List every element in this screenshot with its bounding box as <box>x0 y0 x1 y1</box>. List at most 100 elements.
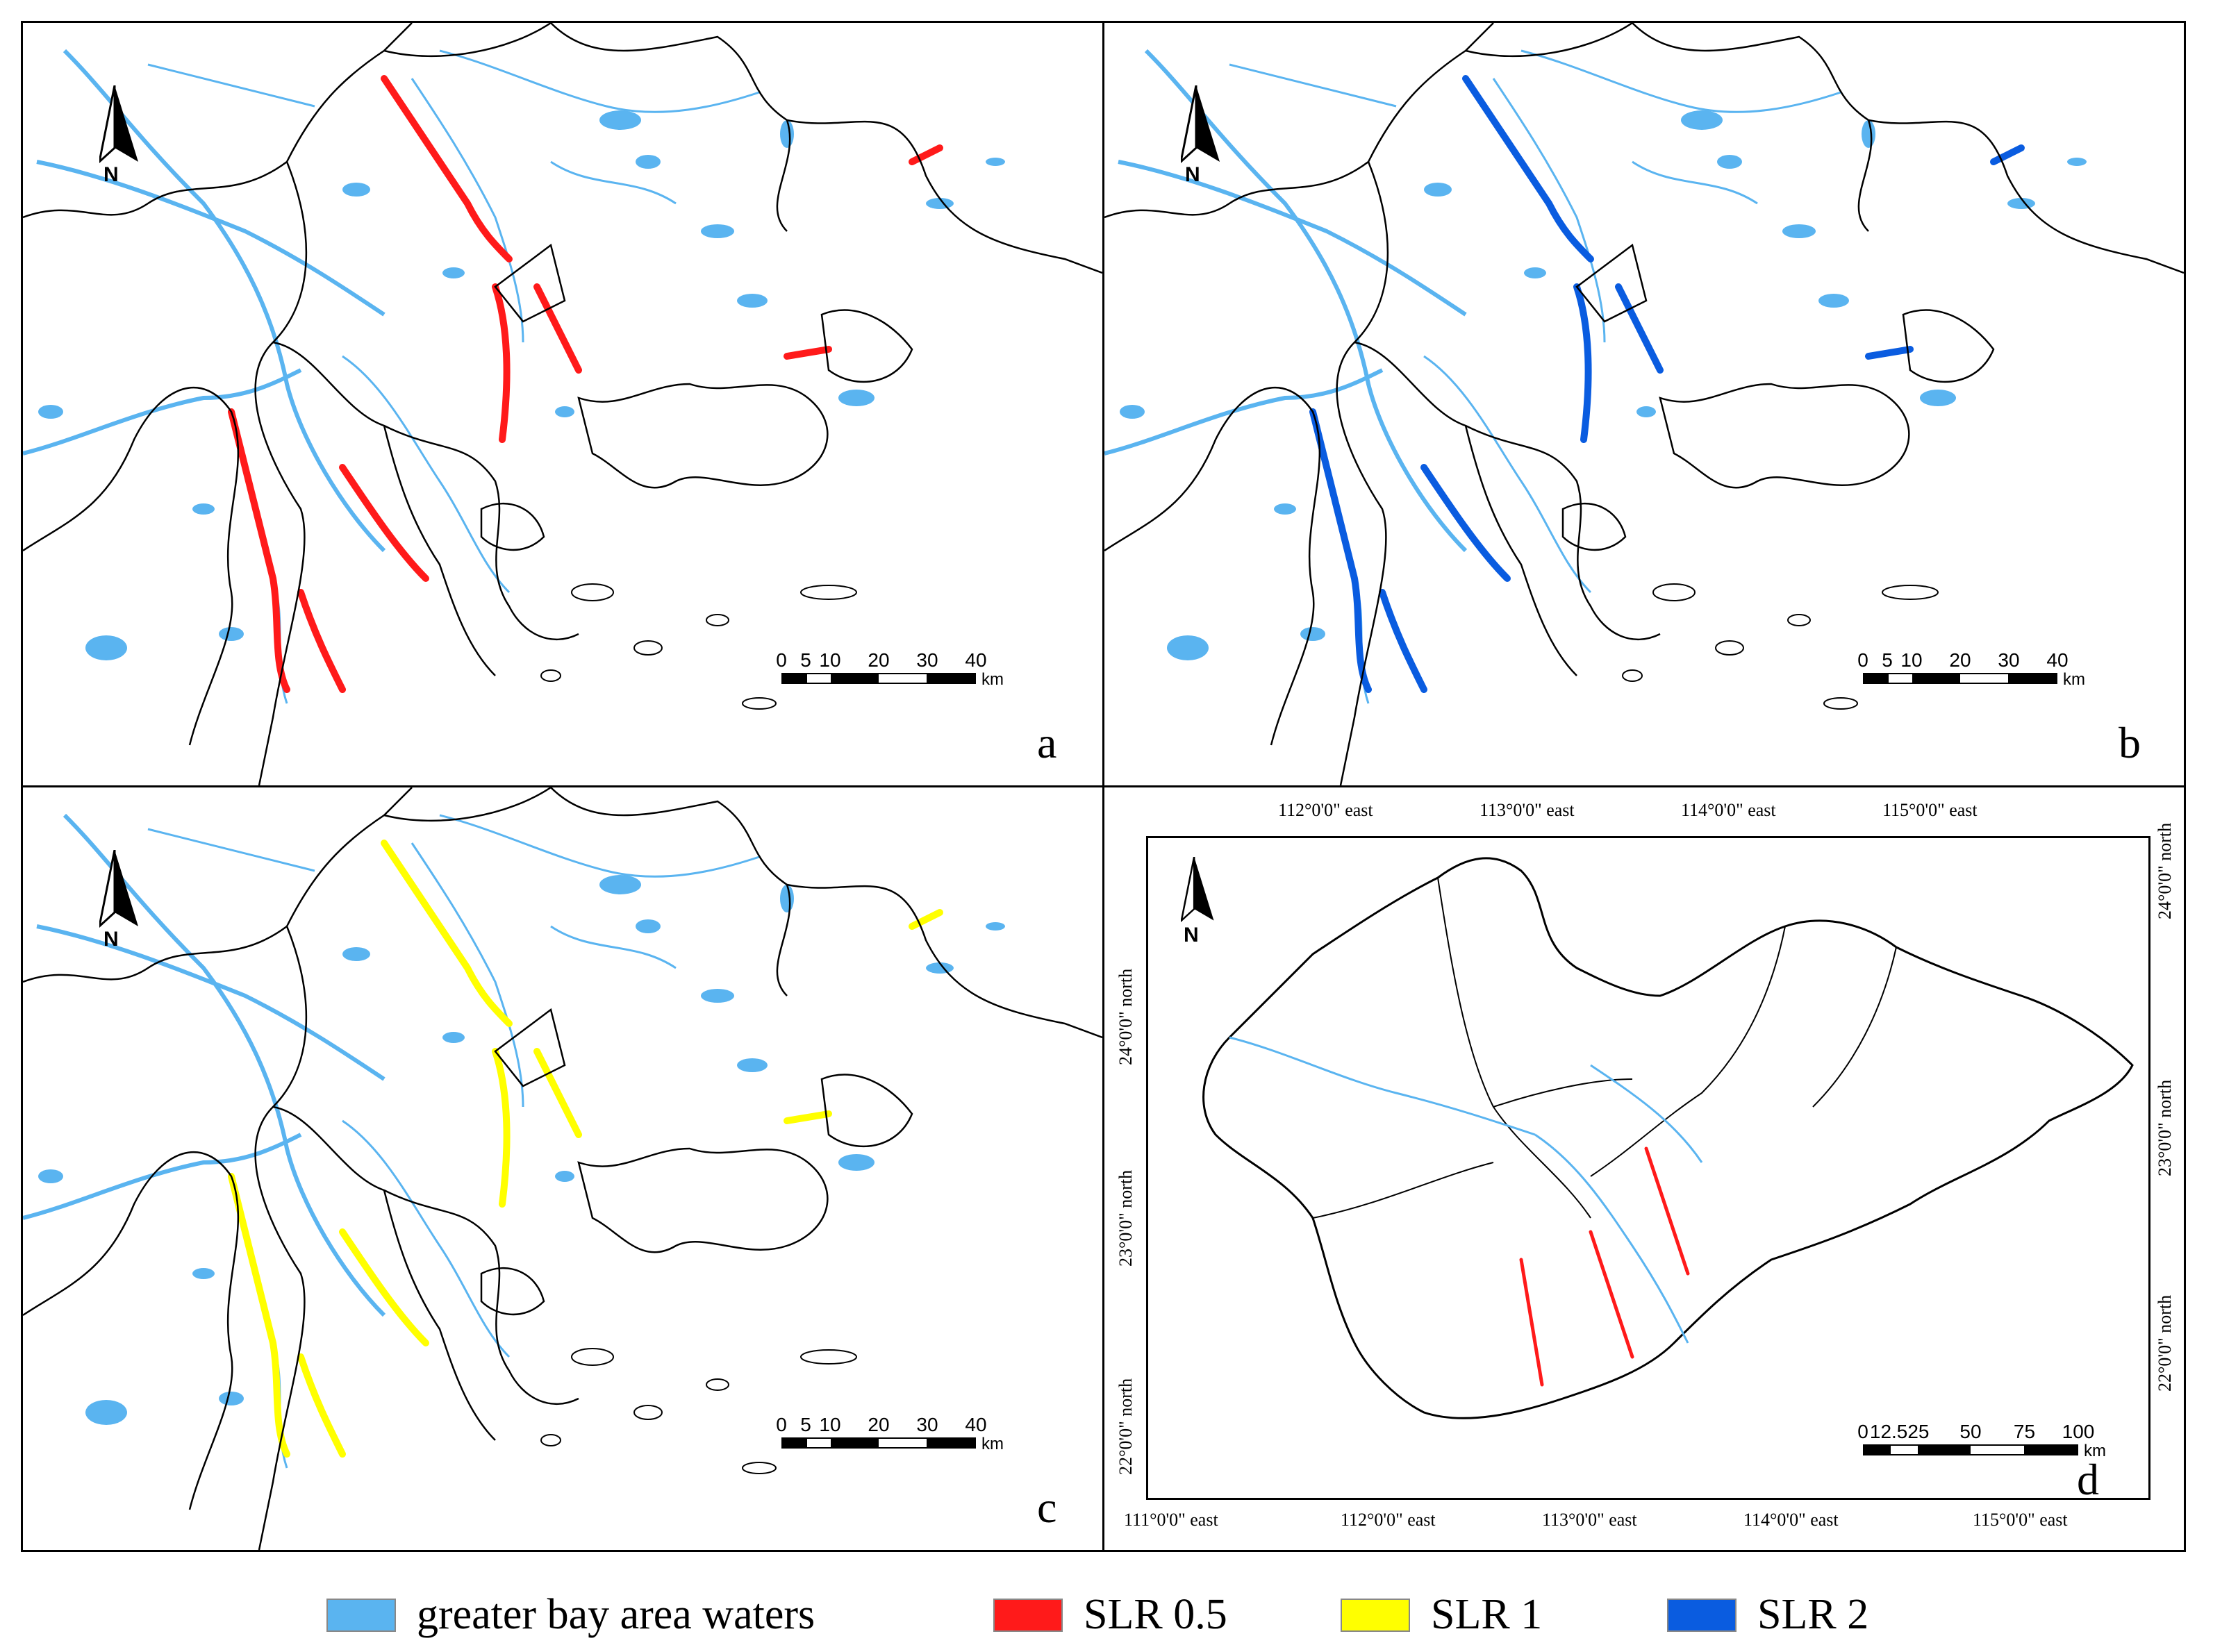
scale-tick: 30 <box>916 1414 938 1435</box>
water-body <box>342 947 370 961</box>
north-arrow-icon <box>1179 85 1220 165</box>
admin-boundary <box>254 926 308 1550</box>
island <box>800 1349 857 1365</box>
water-body <box>1862 120 1875 148</box>
scale-tick: 10 <box>819 1414 841 1435</box>
scale-bar-c: 0 5 10 20 30 40 km <box>776 1414 1004 1453</box>
water-body <box>555 406 574 417</box>
river <box>147 63 315 108</box>
river <box>1492 78 1606 343</box>
scale-tick: 40 <box>965 1414 987 1435</box>
north-arrow-icon <box>1179 856 1214 924</box>
admin-boundary <box>1561 502 1627 551</box>
map-canvas-a <box>23 23 1102 785</box>
admin-boundary <box>23 1151 240 1510</box>
scale-tick: 10 <box>1900 649 1923 671</box>
water-body <box>1636 406 1656 417</box>
river <box>1229 1036 1536 1136</box>
legend-label: SLR 2 <box>1757 1591 1869 1638</box>
slr-overlay <box>1589 1230 1634 1359</box>
admin-boundary <box>1812 946 1897 1108</box>
slr-overlay <box>1309 408 1372 693</box>
river <box>1590 1064 1703 1163</box>
admin-boundary <box>1312 1162 1494 1219</box>
water-body <box>636 155 661 169</box>
slr-overlay <box>381 840 513 1027</box>
water-body <box>780 885 794 912</box>
north-label: N <box>1184 924 1199 946</box>
admin-boundary <box>23 386 240 746</box>
water-body <box>986 158 1005 166</box>
north-arrow-c: N <box>97 849 148 951</box>
coord-right-label: 22°0'0" north <box>2155 1294 2175 1392</box>
admin-boundary <box>820 1074 913 1148</box>
gba-outline <box>1202 857 2134 1419</box>
scale-bar-graphic <box>781 1437 976 1449</box>
water-body <box>192 503 215 515</box>
coord-bottom-label: 111°0'0" east <box>1124 1510 1218 1530</box>
water-body <box>780 120 794 148</box>
river <box>342 355 511 594</box>
admin-boundary <box>1104 23 1494 219</box>
island <box>742 1462 777 1474</box>
north-arrow-b: N <box>1179 85 1229 186</box>
slr-overlay <box>909 144 943 165</box>
scale-bar-graphic <box>1863 1444 2078 1455</box>
admin-boundary <box>272 1105 579 1405</box>
legend-item-waters: greater bay area waters <box>326 1590 815 1640</box>
slr-overlay <box>1865 346 1914 360</box>
coord-bottom-label: 115°0'0" east <box>1973 1510 2068 1530</box>
scale-tick: 12.525 <box>1869 1421 1930 1442</box>
water-body <box>342 183 370 197</box>
slr-overlay <box>1615 283 1664 374</box>
water-body <box>737 1058 768 1072</box>
legend-label: SLR 1 <box>1431 1591 1543 1638</box>
slr-overlay <box>339 1228 429 1346</box>
river <box>1118 160 1467 317</box>
river <box>411 78 524 343</box>
water-body <box>85 635 127 660</box>
water-body <box>85 1400 127 1425</box>
scale-bar-b: 0 5 10 20 30 40 km <box>1857 649 2085 689</box>
admin-boundary <box>23 787 413 983</box>
map-canvas-b <box>1104 23 2184 785</box>
admin-boundary <box>1464 425 1577 676</box>
admin-boundary <box>786 883 1102 1039</box>
admin-boundary <box>23 23 413 219</box>
map-panel-a: N 0 5 10 20 30 40 km a <box>21 21 1104 787</box>
river <box>342 1119 511 1358</box>
water-body <box>1524 267 1546 278</box>
coord-bottom-label: 112°0'0" east <box>1341 1510 1436 1530</box>
slr-overlay <box>784 346 832 360</box>
scale-tick: 20 <box>868 1414 890 1435</box>
river <box>439 49 760 113</box>
river <box>23 1133 302 1220</box>
water-body <box>701 224 734 238</box>
slr-overlay <box>297 589 346 693</box>
slr-overlay <box>1462 75 1594 262</box>
admin-boundary <box>1465 23 1633 58</box>
north-label: N <box>103 163 119 186</box>
river <box>36 160 386 317</box>
scale-bar-graphic <box>1863 673 2057 684</box>
north-arrow-d: N <box>1179 856 1222 946</box>
admin-boundary <box>577 383 829 489</box>
legend-item-slr1: SLR 1 <box>1341 1590 1542 1640</box>
admin-boundary <box>383 1190 496 1441</box>
scale-tick: 0 <box>776 1414 787 1435</box>
scale-tick: 30 <box>916 649 938 671</box>
admin-boundary <box>383 787 552 822</box>
admin-boundary <box>786 119 1102 274</box>
admin-boundary <box>480 1267 545 1316</box>
river <box>1229 63 1397 108</box>
admin-boundary <box>254 161 308 785</box>
river <box>1632 160 1758 205</box>
scale-tick: 5 <box>800 649 811 671</box>
island <box>540 1434 561 1446</box>
admin-boundary <box>1493 1078 1633 1108</box>
water-body <box>219 627 244 641</box>
river <box>36 924 386 1081</box>
legend-item-slr2: SLR 2 <box>1667 1590 1868 1640</box>
coord-right-label: 24°0'0" north <box>2155 822 2175 919</box>
island <box>540 669 561 682</box>
